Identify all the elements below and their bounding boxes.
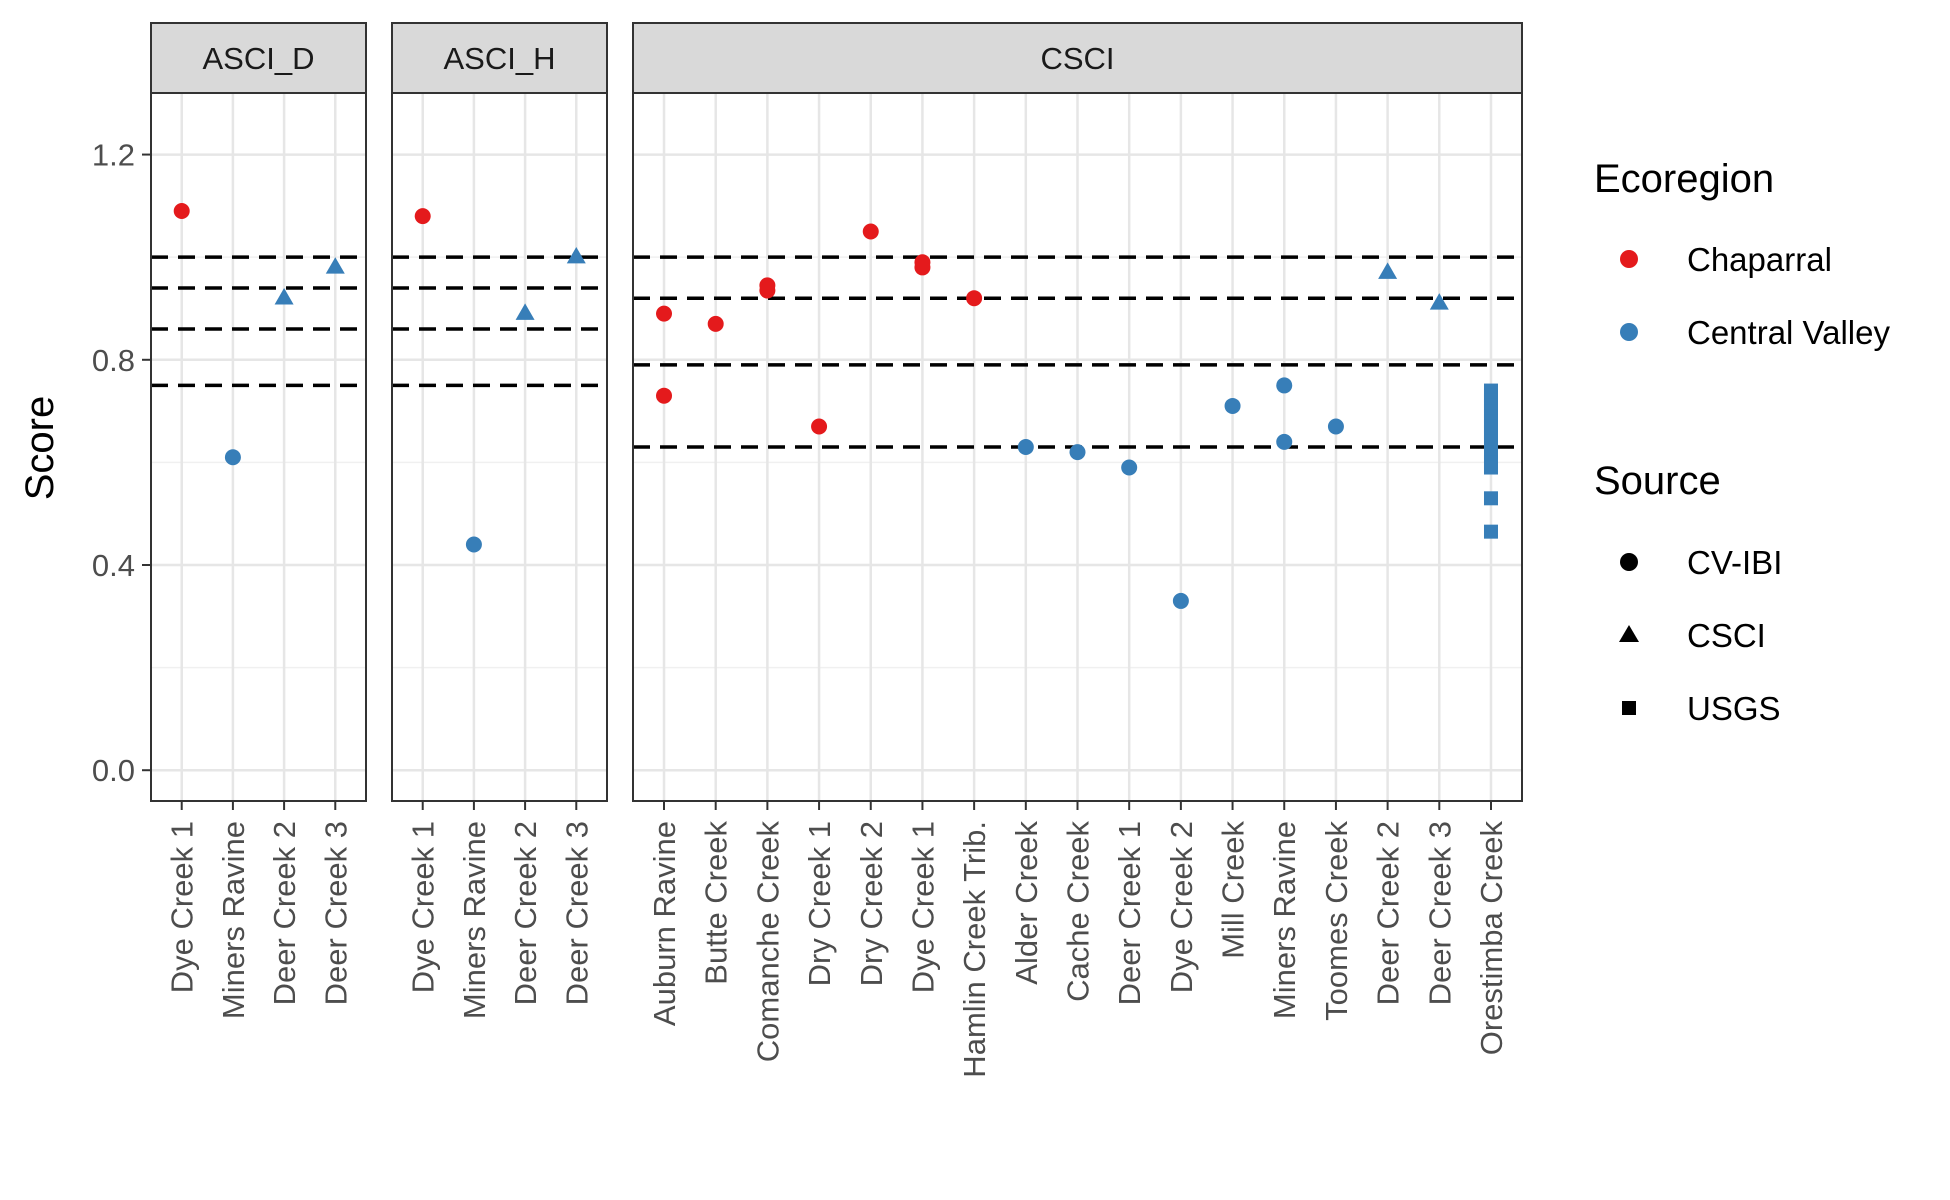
x-tick-label: Toomes Creek [1319,821,1354,1021]
y-tick-label: 0.8 [92,343,135,378]
data-point [1276,433,1293,450]
x-tick-label: Alder Creek [1009,821,1044,985]
legend-label: CSCI [1687,617,1766,654]
data-point [656,387,673,404]
x-tick-label: Deer Creek 3 [559,821,594,1005]
x-tick-label: Comanche Creek [750,821,785,1063]
data-point [566,246,586,264]
facet-strip [150,22,367,94]
data-point [1069,444,1086,461]
panel-asci-h: ASCI_H Dye Creek 1 Miners Ravine Deer Creek… [391,22,608,1019]
legend-title: Ecoregion [1594,157,1774,201]
data-point [1224,397,1241,414]
chart-panels: ASCI_D Dye Creek 1 Miners Ravine Deer Creek… [92,22,1523,1078]
legend-key-square [1622,701,1636,715]
data-point [1483,524,1498,539]
data-point [414,208,431,225]
data-point [759,282,776,299]
data-point [274,288,294,305]
legend-source: Source CV-IBI CSCI USGS [1594,459,1782,727]
y-tick-label: 0.0 [92,753,135,788]
panel-background [151,93,366,801]
legend: Ecoregion Chaparral Central Valley Source CV… [1594,157,1890,727]
data-point [914,259,931,276]
x-tick-label: Cache Creek [1061,821,1096,1002]
data-point [862,223,879,240]
legend-label: Chaparral [1687,241,1832,278]
data-point [1017,439,1034,455]
x-tick-label: Dry Creek 2 [854,821,889,986]
y-tick-label: 0.4 [92,548,135,583]
legend-ecoregion: Ecoregion Chaparral Central Valley [1594,157,1890,351]
data-point [1483,460,1498,475]
legend-label: Central Valley [1687,314,1890,351]
data-point [325,257,345,274]
legend-label: USGS [1687,690,1781,727]
x-tick-label: Miners Ravine [457,821,492,1019]
x-tick-label: Orestimba Creek [1474,821,1509,1056]
data-point [1429,293,1449,310]
data-point [811,418,828,435]
panel-background [392,93,607,801]
x-tick-label: Deer Creek 3 [1422,821,1457,1005]
data-point [707,315,724,332]
x-tick-label: Deer Creek 2 [508,821,543,1005]
x-tick-label: Hamlin Creek Trib. [957,821,992,1078]
panel-asci-d: ASCI_D Dye Creek 1 Miners Ravine Deer Creek… [92,22,367,1019]
y-tick-label: 1.2 [92,138,135,173]
x-tick-label: Deer Creek 2 [267,821,302,1005]
x-tick-label: Deer Creek 3 [318,821,353,1005]
x-tick-label: Miners Ravine [1267,821,1302,1019]
facet-label: CSCI [1040,41,1114,76]
data-point [173,203,190,219]
x-tick-label: Dye Creek 1 [406,821,441,993]
legend-title: Source [1594,459,1721,503]
legend-key-triangle [1619,625,1639,642]
x-tick-label: Dry Creek 1 [802,821,837,986]
facet-strip [391,22,608,94]
data-point [224,449,241,466]
data-point [515,303,535,320]
data-point [1121,459,1138,476]
data-point [966,290,983,307]
x-tick-label: Deer Creek 2 [1371,821,1406,1005]
panel-csci: CSCI Auburn Ravine Butte Creek Comanche Cre… [632,22,1523,1078]
x-tick-label: Miners Ravine [216,821,251,1019]
legend-key-circle [1620,250,1638,268]
x-tick-label: Dye Creek 1 [165,821,200,993]
legend-key-circle [1620,323,1638,341]
data-point [1378,262,1398,279]
x-tick-label: Deer Creek 1 [1112,821,1147,1005]
x-tick-label: Auburn Ravine [647,821,682,1026]
data-point [1327,418,1344,435]
facet-label: ASCI_H [444,41,556,76]
data-point [465,536,482,553]
legend-label: CV-IBI [1687,544,1782,581]
x-tick-label: Dye Creek 1 [905,821,940,993]
data-point [656,305,673,322]
facet-strip [632,22,1523,94]
data-point [1172,592,1189,609]
data-point [1483,491,1498,506]
x-tick-label: Mill Creek [1216,821,1251,959]
y-axis-title: Score [18,396,62,501]
x-tick-label: Dye Creek 2 [1164,821,1199,993]
x-tick-label: Butte Creek [699,821,734,985]
data-point [1276,377,1293,394]
legend-key-circle [1620,553,1638,571]
facet-label: ASCI_D [203,41,315,76]
